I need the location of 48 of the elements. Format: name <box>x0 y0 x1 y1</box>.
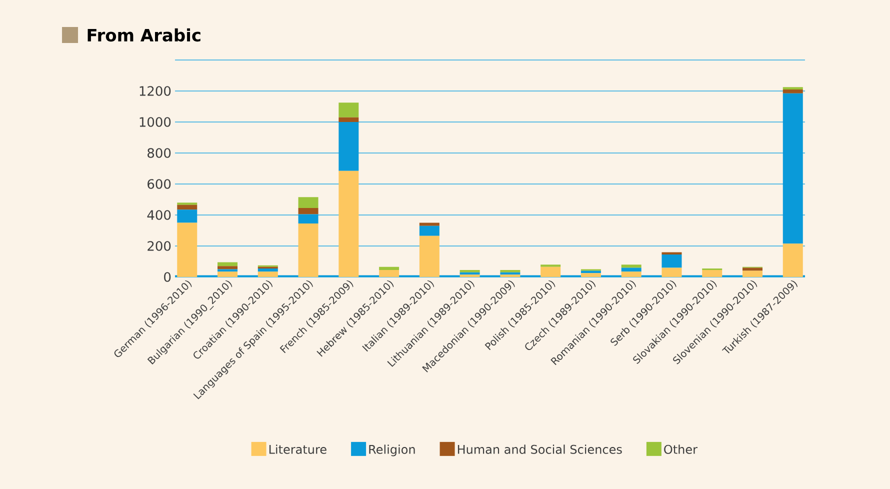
bar <box>419 236 440 277</box>
y-tick-label: 1000 <box>140 117 171 127</box>
bar <box>782 244 803 277</box>
bar <box>258 268 278 272</box>
y-tick-label: 400 <box>147 210 171 220</box>
y-tick-label: 0 <box>164 272 171 282</box>
legend-label: Other <box>664 444 698 454</box>
legend-label: Human and Social Sciences <box>458 444 622 454</box>
bar <box>218 262 238 266</box>
bar <box>621 264 642 268</box>
bar <box>298 224 318 277</box>
bar <box>338 102 359 118</box>
bar <box>742 268 763 271</box>
bar <box>338 117 359 122</box>
bar <box>742 270 763 277</box>
bar <box>662 254 682 268</box>
bar <box>338 170 359 277</box>
bar <box>702 270 722 277</box>
bar <box>782 93 803 244</box>
bar <box>298 214 318 224</box>
bar <box>621 268 642 272</box>
legend-label: Religion <box>369 444 415 456</box>
bar <box>621 272 642 277</box>
bar <box>218 269 238 272</box>
legend-label: Literature <box>269 444 326 454</box>
bar <box>258 272 278 277</box>
y-tick-label: 800 <box>148 148 171 158</box>
bar <box>379 266 400 270</box>
y-tick-label: 200 <box>148 241 171 251</box>
y-tick-label: 1200 <box>140 86 171 96</box>
bar <box>177 222 198 277</box>
bar <box>662 252 682 255</box>
bar <box>218 266 238 270</box>
bar <box>338 122 359 171</box>
chart-title: From Arabic <box>88 28 200 42</box>
bar <box>379 270 400 277</box>
bar <box>540 266 561 277</box>
bar <box>298 197 318 208</box>
bar <box>782 89 803 94</box>
bar <box>298 208 318 214</box>
bar <box>662 268 682 277</box>
bar <box>177 210 198 223</box>
bar <box>218 272 238 277</box>
bar <box>419 222 440 226</box>
bar <box>177 204 198 210</box>
bar <box>419 226 440 236</box>
y-tick-label: 600 <box>148 179 171 189</box>
bar <box>580 273 601 277</box>
